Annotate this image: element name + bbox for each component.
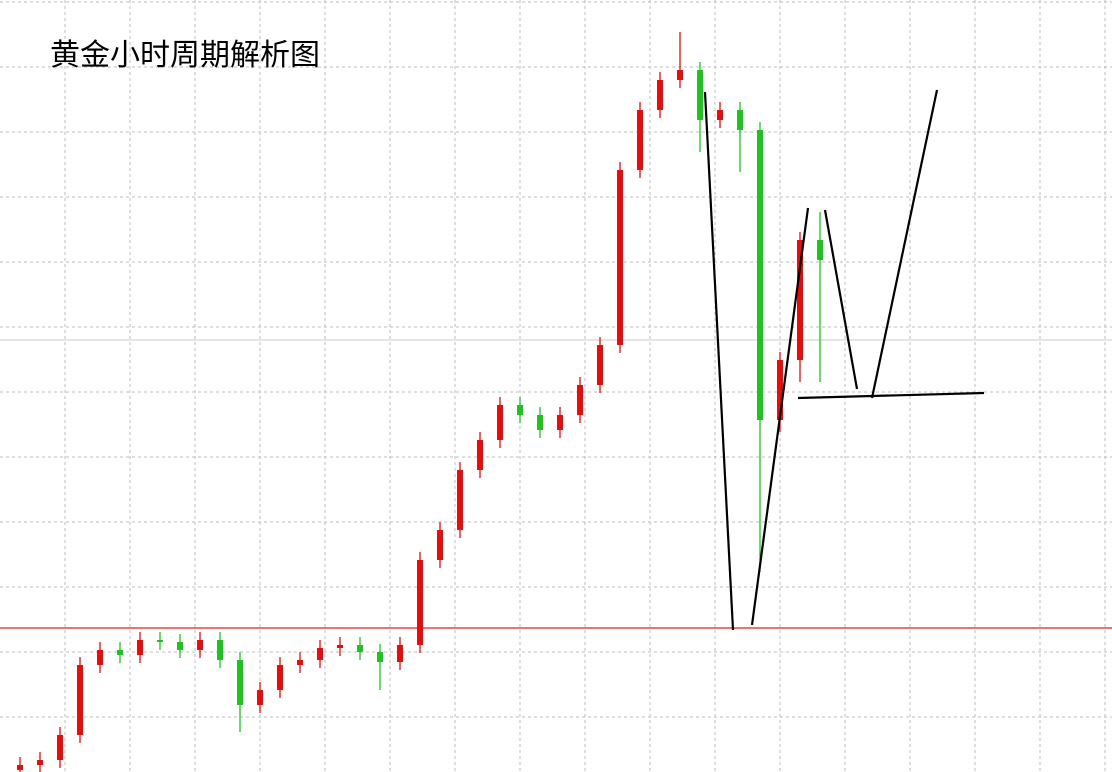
candle-body bbox=[717, 110, 723, 120]
candle-body bbox=[777, 360, 783, 420]
candle-body bbox=[277, 665, 283, 690]
candle-body bbox=[257, 690, 263, 705]
candle-body bbox=[37, 760, 43, 765]
candle-body bbox=[137, 640, 143, 655]
candle-body bbox=[497, 405, 503, 440]
candle-body bbox=[397, 645, 403, 662]
candle-body bbox=[57, 735, 63, 760]
candle-body bbox=[117, 650, 123, 655]
candles bbox=[17, 32, 823, 772]
candle-body bbox=[97, 650, 103, 665]
candle-body bbox=[357, 645, 363, 652]
candle-body bbox=[217, 640, 223, 660]
candle-body bbox=[17, 765, 23, 770]
candle-body bbox=[617, 170, 623, 345]
candle-body bbox=[817, 240, 823, 260]
candle-body bbox=[597, 345, 603, 385]
candle-body bbox=[737, 110, 743, 130]
chart-title: 黄金小时周期解析图 bbox=[50, 38, 320, 73]
candle-body bbox=[377, 652, 383, 662]
candle-body bbox=[317, 648, 323, 660]
candle-body bbox=[657, 80, 663, 110]
candle-body bbox=[197, 640, 203, 650]
candle-body bbox=[557, 415, 563, 430]
candle-body bbox=[757, 130, 763, 420]
candle-body bbox=[637, 110, 643, 170]
trend-line bbox=[750, 207, 810, 626]
candle-body bbox=[77, 665, 83, 735]
candle-body bbox=[337, 645, 343, 648]
candle-body bbox=[297, 660, 303, 665]
candle-body bbox=[157, 640, 163, 642]
candle-body bbox=[577, 385, 583, 415]
candle-body bbox=[517, 405, 523, 415]
candle-body bbox=[797, 240, 803, 360]
trend-line bbox=[797, 391, 985, 400]
candle-body bbox=[437, 530, 443, 560]
candle-body bbox=[477, 440, 483, 470]
candle-body bbox=[417, 560, 423, 645]
trend-line bbox=[703, 91, 735, 631]
candle-body bbox=[677, 70, 683, 80]
candle-body bbox=[697, 70, 703, 120]
candle-body bbox=[457, 470, 463, 530]
trend-line bbox=[823, 209, 859, 390]
candle-body bbox=[177, 642, 183, 650]
trend-line bbox=[870, 89, 939, 399]
candle-body bbox=[237, 660, 243, 705]
candle-body bbox=[537, 415, 543, 430]
analysis-lines bbox=[703, 89, 985, 631]
